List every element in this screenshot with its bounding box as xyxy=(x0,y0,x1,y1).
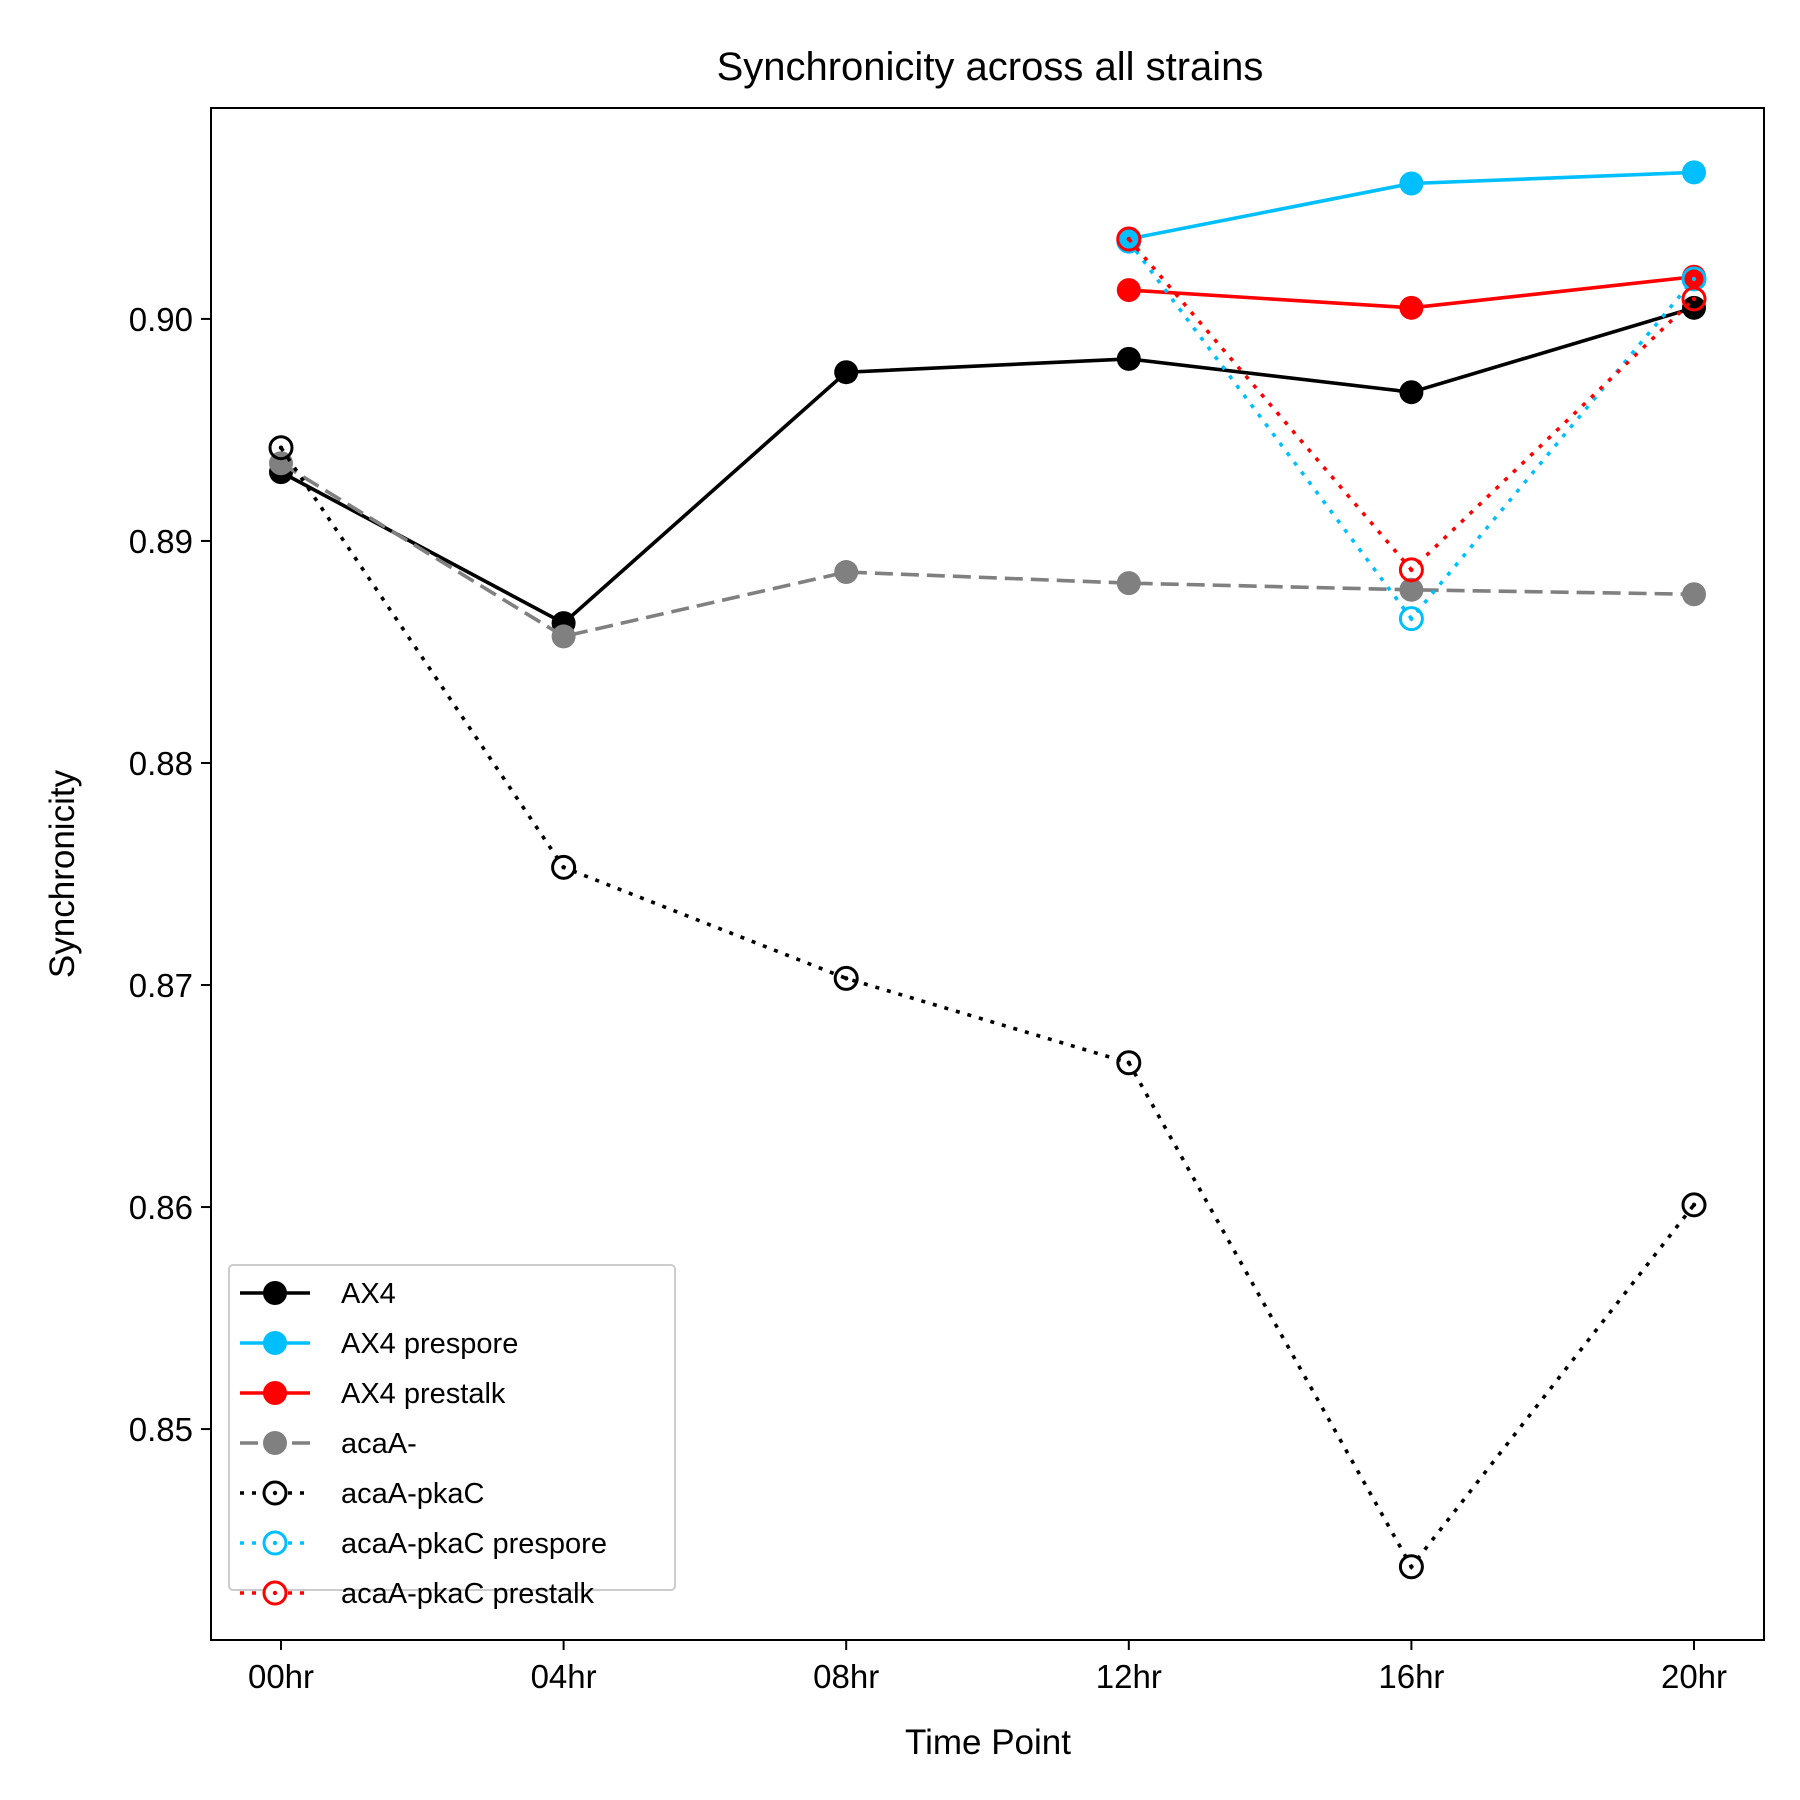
data-point xyxy=(1398,606,1424,632)
data-point xyxy=(834,360,859,385)
data-point-center xyxy=(278,445,284,450)
plot-frame xyxy=(210,107,1765,1641)
series-group xyxy=(1116,226,1707,583)
x-tick-label: 16hr xyxy=(1378,1658,1444,1695)
data-point xyxy=(1116,571,1141,596)
data-point xyxy=(1682,295,1706,320)
x-axis: 00hr 04hr 08hr 12hr 16hr 20hr xyxy=(248,1640,1727,1695)
data-point-center xyxy=(1691,296,1697,302)
y-axis-label: Synchronicity xyxy=(43,769,82,978)
data-point xyxy=(1681,1192,1707,1218)
data-point xyxy=(1116,278,1141,303)
series-group xyxy=(269,295,1706,636)
data-point xyxy=(1398,1554,1424,1580)
data-point xyxy=(1682,582,1706,607)
data-point xyxy=(1681,286,1707,312)
data-point xyxy=(1399,171,1424,196)
series-group xyxy=(269,451,1706,649)
legend-marker-center xyxy=(272,1540,278,1546)
data-point xyxy=(551,854,577,880)
y-tick-label: 0.88 xyxy=(129,745,193,782)
data-point xyxy=(1399,577,1424,602)
y-tick-label: 0.90 xyxy=(129,301,193,338)
legend-marker xyxy=(263,1431,287,1455)
data-point xyxy=(1681,266,1707,292)
series-group xyxy=(268,435,1707,1580)
data-point xyxy=(1116,1050,1142,1076)
legend-box xyxy=(228,1264,676,1591)
legend-marker xyxy=(263,1331,287,1355)
legend-label: acaA-pkaC xyxy=(341,1478,484,1510)
x-tick-label: 12hr xyxy=(1096,1658,1162,1695)
data-point-center xyxy=(561,865,566,870)
x-tick-label: 08hr xyxy=(813,1658,879,1695)
legend-marker-center xyxy=(272,1590,278,1596)
legend-marker-center xyxy=(272,1490,278,1496)
data-point-center xyxy=(1409,567,1414,573)
data-point xyxy=(1399,295,1424,320)
y-tick-label: 0.85 xyxy=(129,1411,193,1448)
series-line xyxy=(280,306,1695,626)
legend: AX4 AX4 prespore AX4 prestalk acaA-acaA-pka… xyxy=(228,1264,676,1610)
data-point xyxy=(551,624,576,649)
y-tick-label: 0.86 xyxy=(129,1189,193,1226)
legend-marker xyxy=(263,1281,287,1305)
data-point xyxy=(1116,226,1142,252)
y-axis: 0.85 0.86 0.87 0.88 0.89 0.90 xyxy=(129,301,211,1448)
series-line xyxy=(280,461,1695,639)
legend-label: acaA- xyxy=(341,1428,417,1460)
x-tick-label: 20hr xyxy=(1661,1658,1727,1695)
data-point-center xyxy=(1126,236,1132,242)
legend-label: acaA-pkaC prespore xyxy=(341,1528,607,1560)
data-point-center xyxy=(1409,1564,1414,1569)
x-axis-label: Time Point xyxy=(905,1723,1071,1762)
data-point xyxy=(1116,346,1141,371)
data-point-center xyxy=(844,976,849,981)
chart-title: Synchronicity across all strains xyxy=(717,45,1264,89)
data-point-center xyxy=(1409,616,1414,621)
legend-label: AX4 prestalk xyxy=(341,1378,506,1410)
x-tick-label: 04hr xyxy=(531,1658,597,1695)
data-point xyxy=(1682,160,1706,185)
series-line xyxy=(279,446,1696,1570)
legend-label: acaA-pkaC prestalk xyxy=(341,1578,595,1610)
data-point xyxy=(834,560,859,585)
legend-marker xyxy=(263,1381,287,1405)
y-tick-label: 0.87 xyxy=(129,967,193,1004)
x-tick-label: 00hr xyxy=(248,1658,314,1695)
data-point xyxy=(1399,380,1424,405)
plot-area xyxy=(268,160,1707,1580)
legend-label: AX4 prespore xyxy=(341,1328,518,1360)
data-point xyxy=(1398,557,1424,583)
legend-label: AX4 xyxy=(341,1278,396,1310)
data-point-center xyxy=(1126,1060,1132,1065)
data-point xyxy=(833,965,859,991)
data-point-center xyxy=(1691,276,1697,282)
y-tick-label: 0.89 xyxy=(129,523,193,560)
data-point-center xyxy=(1691,1202,1697,1208)
data-point xyxy=(268,435,294,461)
